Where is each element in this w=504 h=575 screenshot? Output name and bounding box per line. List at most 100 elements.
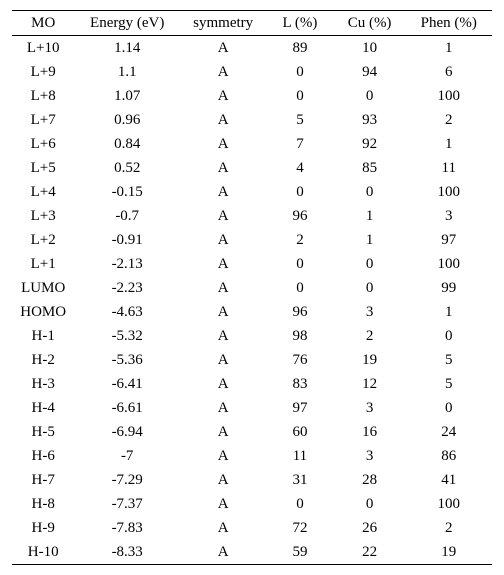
table-cell: 4	[266, 156, 333, 180]
table-cell: 1	[406, 132, 492, 156]
table-cell: 6	[406, 60, 492, 84]
table-cell: 0.52	[74, 156, 180, 180]
table-cell: 85	[334, 156, 406, 180]
table-cell: A	[180, 516, 266, 540]
table-cell: 1	[334, 228, 406, 252]
table-cell: 10	[334, 36, 406, 61]
table-cell: L+5	[12, 156, 74, 180]
table-cell: 5	[406, 372, 492, 396]
table-cell: 0	[266, 252, 333, 276]
table-cell: 3	[334, 444, 406, 468]
table-cell: 100	[406, 252, 492, 276]
table-cell: H-4	[12, 396, 74, 420]
table-cell: 3	[334, 300, 406, 324]
table-cell: H-8	[12, 492, 74, 516]
table-cell: L+1	[12, 252, 74, 276]
table-row: L+4-0.15A00100	[12, 180, 492, 204]
table-cell: A	[180, 324, 266, 348]
table-row: H-5-6.94A601624	[12, 420, 492, 444]
table-row: H-10-8.33A592219	[12, 540, 492, 565]
table-cell: 59	[266, 540, 333, 565]
table-cell: 100	[406, 180, 492, 204]
table-cell: 2	[334, 324, 406, 348]
table-cell: A	[180, 60, 266, 84]
table-cell: -7	[74, 444, 180, 468]
table-cell: H-6	[12, 444, 74, 468]
table-cell: 0	[406, 324, 492, 348]
table-cell: 0	[334, 252, 406, 276]
table-cell: 0.84	[74, 132, 180, 156]
table-cell: H-5	[12, 420, 74, 444]
table-row: L+81.07A00100	[12, 84, 492, 108]
table-cell: 96	[266, 300, 333, 324]
table-cell: 1	[334, 204, 406, 228]
table-cell: 0	[266, 492, 333, 516]
table-cell: 0	[334, 276, 406, 300]
table-cell: 2	[406, 108, 492, 132]
table-cell: 28	[334, 468, 406, 492]
table-cell: A	[180, 444, 266, 468]
table-cell: 11	[266, 444, 333, 468]
table-cell: 100	[406, 84, 492, 108]
table-cell: 3	[406, 204, 492, 228]
table-cell: A	[180, 540, 266, 565]
table-cell: -6.41	[74, 372, 180, 396]
table-cell: A	[180, 372, 266, 396]
table-row: L+101.14A89101	[12, 36, 492, 61]
table-row: L+50.52A48511	[12, 156, 492, 180]
table-cell: A	[180, 276, 266, 300]
table-cell: 22	[334, 540, 406, 565]
col-l: L (%)	[266, 11, 333, 36]
table-cell: -0.7	[74, 204, 180, 228]
table-cell: -2.23	[74, 276, 180, 300]
table-cell: A	[180, 300, 266, 324]
table-cell: -4.63	[74, 300, 180, 324]
table-cell: 76	[266, 348, 333, 372]
table-row: H-7-7.29A312841	[12, 468, 492, 492]
table-row: L+91.1A0946	[12, 60, 492, 84]
table-row: L+2-0.91A2197	[12, 228, 492, 252]
table-cell: -2.13	[74, 252, 180, 276]
table-cell: 0	[266, 60, 333, 84]
table-cell: 94	[334, 60, 406, 84]
table-cell: -5.32	[74, 324, 180, 348]
table-cell: A	[180, 396, 266, 420]
table-cell: H-7	[12, 468, 74, 492]
table-cell: H-1	[12, 324, 74, 348]
table-cell: L+7	[12, 108, 74, 132]
table-cell: 60	[266, 420, 333, 444]
col-cu: Cu (%)	[334, 11, 406, 36]
table-cell: -8.33	[74, 540, 180, 565]
table-row: H-3-6.41A83125	[12, 372, 492, 396]
table-row: LUMO-2.23A0099	[12, 276, 492, 300]
table-cell: 26	[334, 516, 406, 540]
table-row: L+70.96A5932	[12, 108, 492, 132]
table-row: H-6-7A11386	[12, 444, 492, 468]
table-row: H-8-7.37A00100	[12, 492, 492, 516]
table-cell: 24	[406, 420, 492, 444]
table-row: H-9-7.83A72262	[12, 516, 492, 540]
table-cell: A	[180, 156, 266, 180]
table-cell: A	[180, 348, 266, 372]
col-mo: MO	[12, 11, 74, 36]
table-cell: L+2	[12, 228, 74, 252]
table-cell: A	[180, 420, 266, 444]
table-cell: 19	[406, 540, 492, 565]
table-cell: 7	[266, 132, 333, 156]
table-cell: 1.07	[74, 84, 180, 108]
table-row: L+1-2.13A00100	[12, 252, 492, 276]
table-cell: 72	[266, 516, 333, 540]
table-cell: A	[180, 132, 266, 156]
table-body: L+101.14A89101L+91.1A0946L+81.07A00100L+…	[12, 36, 492, 565]
table-cell: -6.94	[74, 420, 180, 444]
table-cell: HOMO	[12, 300, 74, 324]
table-cell: 99	[406, 276, 492, 300]
table-cell: A	[180, 108, 266, 132]
mo-energy-table: MO Energy (eV) symmetry L (%) Cu (%) Phe…	[12, 10, 492, 565]
table-cell: 31	[266, 468, 333, 492]
table-cell: 0	[266, 276, 333, 300]
table-cell: 89	[266, 36, 333, 61]
table-cell: A	[180, 180, 266, 204]
table-cell: 5	[406, 348, 492, 372]
table-cell: 19	[334, 348, 406, 372]
